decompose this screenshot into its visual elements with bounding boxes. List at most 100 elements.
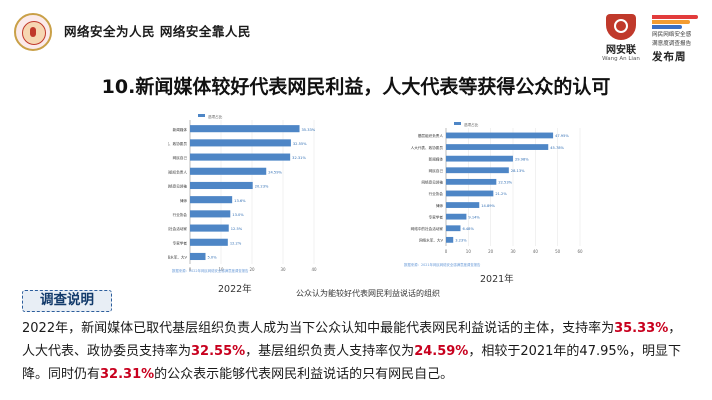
category-label: 基层组织负责人 bbox=[418, 133, 444, 138]
data-label: 32.31% bbox=[292, 156, 306, 160]
body-text-2: ，人大代表、政协委员支持率为 bbox=[22, 321, 682, 359]
data-label: 13.0% bbox=[232, 213, 244, 217]
legend-swatch bbox=[198, 114, 205, 117]
category-label: 网络意见领袖 bbox=[168, 184, 187, 189]
data-label: 6.48% bbox=[462, 227, 474, 231]
chart-footnote: 数据来源：2021年网民网络安全感满意度调查报告 bbox=[404, 262, 481, 267]
category-label: 人大代表、政协委员 bbox=[411, 145, 444, 150]
bar bbox=[446, 213, 467, 220]
brand-english: Wang An Lian bbox=[602, 56, 640, 62]
category-label: 专家学者 bbox=[429, 214, 444, 219]
x-tick-label: 50 bbox=[555, 249, 561, 254]
data-label: 9.14% bbox=[468, 215, 480, 219]
legend-label: 选项占比 bbox=[464, 122, 479, 127]
bar bbox=[446, 155, 513, 162]
highlight-value-1: 35.33% bbox=[614, 321, 669, 336]
highlight-value-4: 32.31% bbox=[100, 367, 155, 382]
bar bbox=[190, 196, 233, 204]
category-label: 网络中的社会活动家 bbox=[411, 226, 444, 231]
section-label: 调查说明 bbox=[22, 290, 112, 312]
category-label: 新闻媒体 bbox=[173, 127, 188, 132]
data-label: 13.6% bbox=[234, 199, 246, 203]
x-tick-label: 60 bbox=[577, 249, 583, 254]
data-label: 3.23% bbox=[455, 239, 467, 243]
highlight-value-3: 24.59% bbox=[414, 344, 469, 359]
slogan: 网络安全为人民 网络安全靠人民 bbox=[64, 24, 251, 39]
data-label: 20.23% bbox=[255, 185, 269, 189]
publisher-name: 发布周 bbox=[652, 51, 687, 63]
organization-seal-icon bbox=[14, 13, 52, 51]
bar bbox=[446, 144, 549, 150]
data-label: 14.89% bbox=[481, 204, 495, 208]
description-text: 2022年，新闻媒体已取代基层组织负责人成为当下公众认知中最能代表网民利益说话的… bbox=[22, 317, 694, 386]
bar bbox=[190, 181, 253, 190]
category-label: 律师 bbox=[180, 198, 188, 203]
data-label: 12.5% bbox=[231, 227, 243, 231]
category-label: 网民自己 bbox=[173, 155, 188, 160]
data-label: 45.78% bbox=[550, 146, 564, 150]
bar bbox=[190, 139, 291, 147]
bar bbox=[190, 210, 231, 218]
x-tick-label: 0 bbox=[445, 249, 448, 254]
chart-footnote: 数据来源：2022年网民网络安全感满意度调查报告 bbox=[172, 268, 249, 273]
bar bbox=[446, 202, 480, 208]
bar bbox=[446, 178, 497, 185]
header: 网络安全为人民 网络安全靠人民 网安联 Wang An Lian 网民网络安全感… bbox=[0, 0, 712, 64]
legend-label: 选项占比 bbox=[208, 114, 223, 119]
category-label: 基层组织负责人 bbox=[168, 169, 187, 174]
x-tick-label: 40 bbox=[311, 267, 317, 272]
chart-2021-title: 2021年 bbox=[480, 274, 514, 285]
chart-2021-svg: 选项占比 0 10 20 30 40 50 60 基层组织负责人 47.95% 人大代表、政协委员 4… bbox=[404, 122, 583, 267]
x-tick-label: 0 bbox=[189, 267, 192, 272]
x-tick-label: 10 bbox=[466, 249, 472, 254]
x-tick-label: 30 bbox=[510, 249, 516, 254]
category-label: 律师 bbox=[436, 203, 444, 208]
bar bbox=[190, 238, 228, 246]
shield-icon bbox=[606, 14, 636, 40]
category-label: 新闻媒体 bbox=[429, 156, 444, 161]
category-label: 人大代表、政协委员 bbox=[168, 141, 187, 146]
chart-caption: 公众认为能较好代表网民利益说话的组织 bbox=[296, 289, 440, 298]
body-text-5: 的公众表示能够代表网民利益说话的只有网民自己。 bbox=[154, 367, 454, 382]
category-label: 行业协会 bbox=[429, 191, 444, 196]
x-tick-label: 20 bbox=[249, 267, 255, 272]
x-tick-label: 30 bbox=[280, 267, 286, 272]
chart-2021: 选项占比 0 10 20 30 40 50 60 基层组织负责人 47.95% 人大代表、政协委员 4… bbox=[400, 120, 600, 268]
category-label: 专家学者 bbox=[173, 240, 188, 245]
bar bbox=[446, 190, 494, 197]
x-tick-label: 10 bbox=[218, 267, 224, 272]
data-label: 12.2% bbox=[230, 241, 242, 245]
brand-name: 网安联 bbox=[606, 45, 636, 56]
data-label: 47.95% bbox=[555, 134, 569, 138]
slide-title: 10.新闻媒体较好代表网民利益，人大代表等获得公众的认可 bbox=[101, 76, 611, 98]
category-label: 网络水军、大V bbox=[168, 255, 188, 260]
category-label: 行业协会 bbox=[173, 212, 188, 217]
body-text-3: ，基层组织负责人支持率仅为 bbox=[245, 344, 415, 359]
category-label: 网络意见领袖 bbox=[421, 180, 443, 185]
bar bbox=[190, 224, 229, 232]
bar bbox=[190, 125, 300, 133]
body-text-1: 2022年，新闻媒体已取代基层组织负责人成为当下公众认知中最能代表网民利益说话的… bbox=[22, 321, 615, 336]
data-label: 28.13% bbox=[511, 169, 525, 173]
category-label: 网络水军、大V bbox=[419, 238, 444, 243]
data-label: 32.55% bbox=[293, 142, 307, 146]
legend-swatch bbox=[454, 122, 461, 125]
x-tick-label: 20 bbox=[488, 249, 494, 254]
data-label: 21.2% bbox=[495, 192, 507, 196]
bar bbox=[190, 153, 291, 161]
bar bbox=[190, 252, 206, 261]
category-label: 网民自己 bbox=[429, 168, 444, 173]
bar bbox=[446, 167, 509, 174]
chart-2022: 选项占比 0 10 20 30 40 新闻媒体 35.33% 人大代表、政协委员 32.55% 网民… bbox=[168, 112, 328, 274]
data-label: 5.0% bbox=[208, 256, 218, 260]
chart-2022-svg: 选项占比 0 10 20 30 40 新闻媒体 35.33% 人大代表、政协委员 32.55% 网民… bbox=[168, 114, 317, 273]
bar bbox=[446, 132, 554, 139]
swoosh-icon bbox=[652, 14, 698, 30]
publisher-line2: 满意度调查报告 bbox=[652, 41, 692, 47]
wanlian-logo: 网安联 Wang An Lian bbox=[600, 14, 642, 62]
publisher-logo: 网民网络安全感 满意度调查报告 发布周 bbox=[652, 14, 708, 64]
publisher-line1: 网民网络安全感 bbox=[652, 32, 692, 38]
category-label: 网络中的社会活动家 bbox=[168, 226, 187, 231]
highlight-value-2: 32.55% bbox=[191, 344, 246, 359]
chart-2022-title: 2022年 bbox=[218, 284, 252, 295]
